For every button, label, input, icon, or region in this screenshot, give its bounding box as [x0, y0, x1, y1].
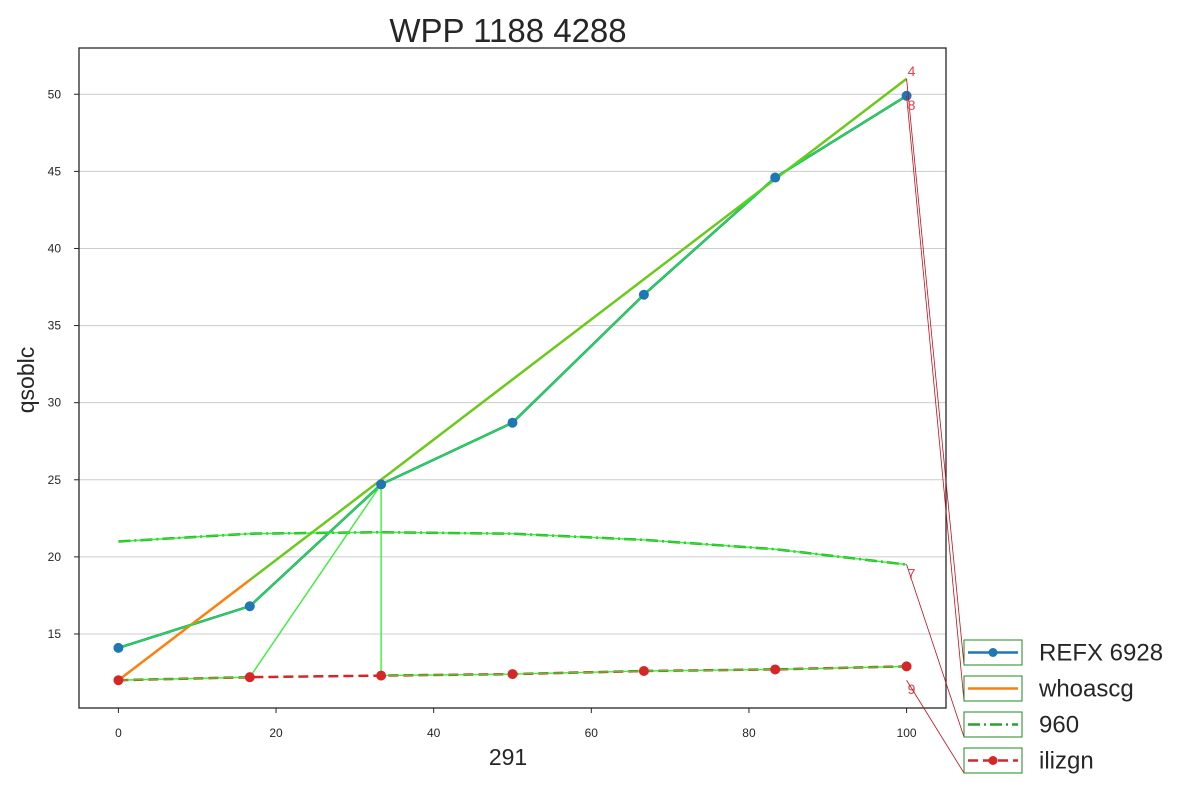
x-tick-label: 0 — [115, 726, 122, 740]
data-point — [507, 417, 518, 428]
legend-label: ilizgn — [1039, 748, 1094, 775]
annotations: 4 8 7 9 — [906, 63, 965, 774]
legend-marker — [988, 756, 998, 765]
legend-label: 960 — [1039, 712, 1079, 739]
y-tick-label: 20 — [48, 550, 62, 564]
y-tick-label: 15 — [48, 627, 62, 641]
y-tick-label: 40 — [48, 241, 62, 255]
annotation-connector — [906, 78, 965, 666]
highlight-line — [118, 531, 907, 566]
legend-label: REFX 6928 — [1039, 640, 1163, 667]
series-line — [118, 530, 907, 566]
x-tick-label: 20 — [269, 726, 283, 740]
data-point — [113, 642, 124, 653]
y-tick-label: 35 — [48, 319, 62, 333]
x-tick-label: 80 — [742, 726, 756, 740]
annotation-label: 8 — [908, 97, 916, 113]
y-tick-label: 45 — [48, 164, 62, 178]
highlight-line — [118, 482, 907, 681]
data-point — [638, 665, 649, 676]
y-tick-label: 50 — [48, 87, 62, 101]
annotation-label: 4 — [908, 63, 916, 79]
y-tick-label: 30 — [48, 396, 62, 410]
marker-layer — [113, 90, 912, 686]
legend-marker — [988, 648, 998, 657]
x-axis-label: 291 — [489, 744, 527, 770]
data-point — [376, 479, 387, 490]
y-tick-label: 25 — [48, 473, 62, 487]
data-point — [113, 675, 124, 686]
plot-frame — [78, 47, 947, 709]
annotation-connector — [906, 95, 965, 702]
data-point — [901, 661, 912, 672]
chart-title: WPP 1188 4288 — [389, 12, 626, 49]
series-line — [118, 94, 908, 650]
x-tick-label: 40 — [427, 726, 441, 740]
annotation-connector — [906, 680, 965, 774]
highlight-line — [118, 95, 908, 649]
annotation-connector — [906, 564, 965, 738]
x-tick-label: 60 — [585, 726, 599, 740]
data-point — [244, 672, 255, 683]
data-point — [638, 289, 649, 300]
annotation-label: 7 — [908, 566, 916, 582]
y-axis-label: qsoblc — [13, 347, 39, 413]
data-point — [376, 670, 387, 681]
data-point — [507, 669, 518, 680]
legend: REFX 6928 whoascg 960 ilizgn — [963, 639, 1163, 775]
legend-label: whoascg — [1038, 676, 1134, 703]
data-point — [770, 172, 781, 183]
data-point — [244, 601, 255, 612]
data-point — [770, 664, 781, 675]
axis-ticks: 15 20 25 30 35 40 45 50 0 20 40 60 80 100 — [48, 87, 917, 740]
highlight-line — [249, 78, 908, 581]
annotation-label: 9 — [908, 681, 916, 697]
grid — [79, 93, 946, 635]
x-tick-label: 100 — [897, 726, 917, 740]
